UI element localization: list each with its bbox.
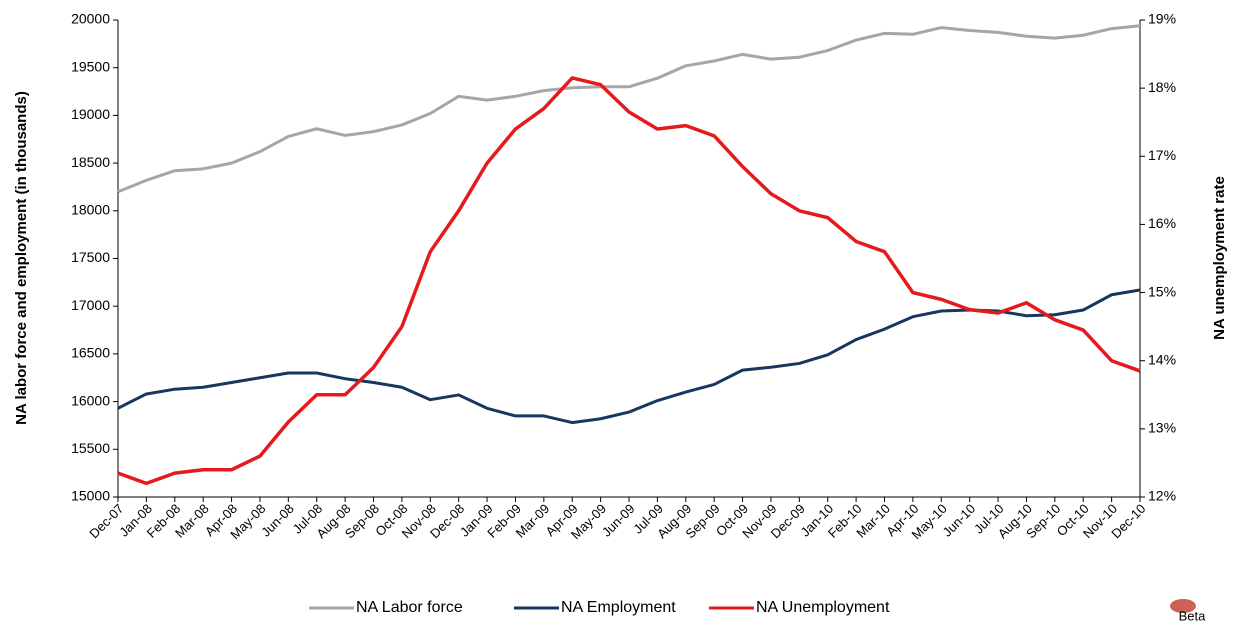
- y-tick-label: 18500: [71, 154, 110, 170]
- series-line: [117, 24, 1141, 194]
- series-line: [117, 288, 1141, 425]
- y-tick-label: 16000: [71, 392, 110, 408]
- legend-label: NA Employment: [561, 599, 676, 616]
- y2-tick-label: 12%: [1148, 488, 1176, 504]
- y-tick-label: 17000: [71, 297, 110, 313]
- y2-tick-label: 16%: [1148, 215, 1176, 231]
- y-tick-label: 18000: [71, 202, 110, 218]
- y2-axis-label: NA unemployment rate: [1211, 176, 1228, 340]
- x-tick-label: Dec-07: [86, 501, 126, 541]
- y2-tick-label: 19%: [1148, 11, 1176, 27]
- y-tick-label: 15500: [71, 440, 110, 456]
- logo: [1170, 599, 1196, 613]
- x-tick-label: Jun-10: [940, 501, 979, 540]
- y-tick-label: 16500: [71, 345, 110, 361]
- logo-text: Beta: [1179, 608, 1207, 623]
- x-tick-label: Jun-09: [599, 501, 638, 540]
- y-tick-label: 19500: [71, 58, 110, 74]
- y-tick-label: 19000: [71, 106, 110, 122]
- y-axis-label: NA labor force and employment (in thousa…: [13, 91, 30, 425]
- y2-tick-label: 17%: [1148, 147, 1176, 163]
- y2-tick-label: 13%: [1148, 420, 1176, 436]
- x-tick-label: Jun-08: [258, 501, 297, 540]
- y2-tick-label: 18%: [1148, 79, 1176, 95]
- legend-label: NA Unemployment: [756, 599, 890, 616]
- y-tick-label: 17500: [71, 249, 110, 265]
- legend-label: NA Labor force: [356, 599, 463, 616]
- series-line: [117, 76, 1141, 486]
- y-tick-label: 15000: [71, 488, 110, 504]
- y2-tick-label: 14%: [1148, 351, 1176, 367]
- y-tick-label: 20000: [71, 11, 110, 27]
- y2-tick-label: 15%: [1148, 283, 1176, 299]
